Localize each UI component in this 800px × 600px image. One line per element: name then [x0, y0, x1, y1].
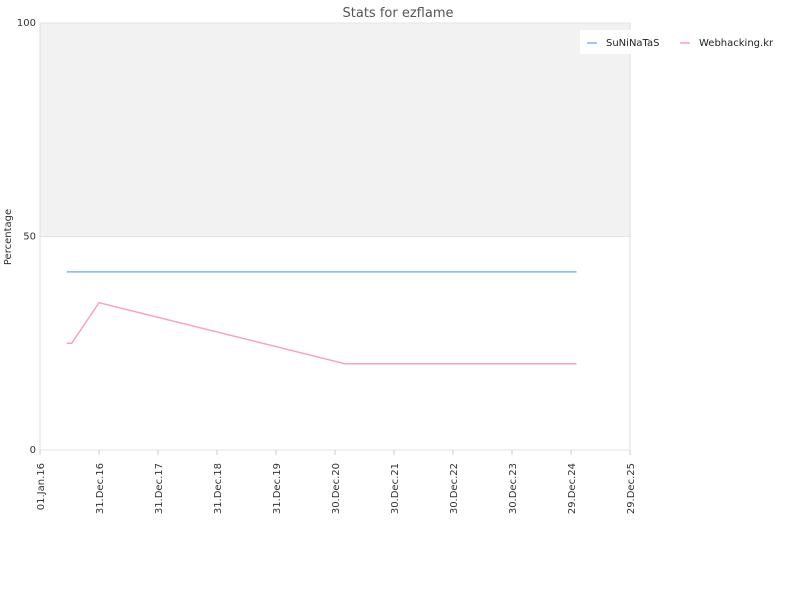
x-tick-label: 31.Dec.18: [213, 463, 224, 514]
x-tick-label: 31.Dec.16: [95, 463, 106, 514]
x-tick-label: 30.Dec.23: [508, 463, 519, 514]
y-axis: 0 50 100: [17, 18, 36, 456]
x-tick-label: 30.Dec.21: [390, 463, 401, 514]
y-tick-label: 0: [30, 445, 36, 456]
y-tick-label: 100: [17, 18, 36, 29]
legend-box: [580, 30, 788, 54]
chart-title: Stats for ezflame: [343, 6, 454, 21]
x-tick-label: 31.Dec.17: [154, 463, 165, 514]
y-axis-label: Percentage: [3, 209, 14, 265]
x-tick-label: 30.Dec.22: [449, 463, 460, 514]
x-tick-label: 31.Dec.19: [272, 463, 283, 514]
x-tick-label: 29.Dec.25: [626, 463, 637, 514]
legend-item-label: Webhacking.kr: [699, 38, 774, 49]
shaded-band: [40, 23, 630, 237]
x-tick-label: 30.Dec.20: [331, 463, 342, 514]
x-axis: 01.Jan.16 31.Dec.16 31.Dec.17 31.Dec.18 31.D…: [36, 450, 637, 514]
x-tick-label: 01.Jan.16: [36, 463, 47, 510]
series-line: [66, 301, 577, 365]
legend: SuNiNaTaS Webhacking.kr: [580, 30, 788, 54]
y-tick-label: 50: [23, 232, 36, 243]
series-group: [66, 271, 577, 365]
legend-item-label: SuNiNaTaS: [606, 38, 659, 49]
x-tick-label: 29.Dec.24: [567, 463, 578, 514]
